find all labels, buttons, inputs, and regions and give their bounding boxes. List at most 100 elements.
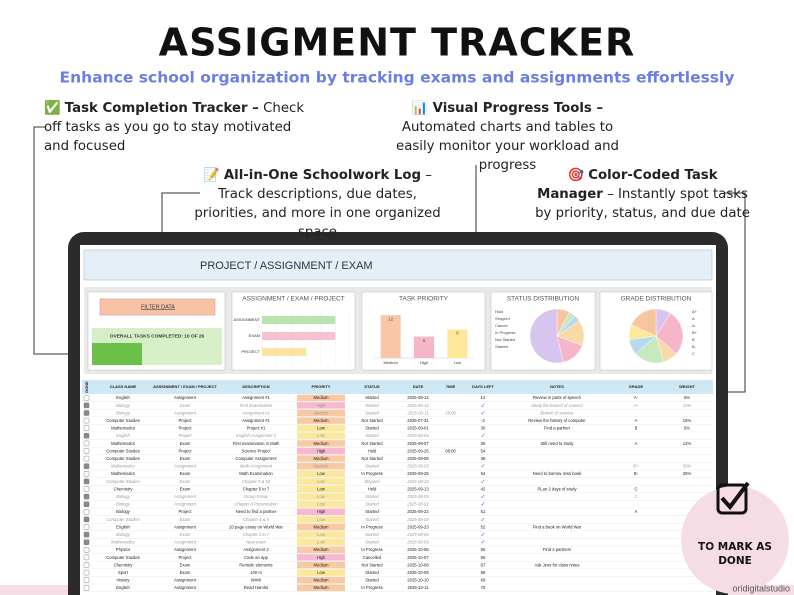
checkbox[interactable] [83,501,90,507]
cell: Not Started [361,456,383,461]
cell: Started [365,540,379,545]
feature-icon: 🎯 [567,168,584,183]
checkbox[interactable] [83,455,90,462]
column-header: DAYS LEFT [472,384,494,389]
cell: In Progress [361,585,382,590]
cell: C [634,486,637,491]
cell: English [116,585,130,590]
checkbox[interactable] [83,531,90,538]
cell: Exam [180,471,191,476]
cell: Biology [116,532,131,537]
cell: Periodic elements [239,562,272,567]
feature-text: – Track descriptions, due dates, priorit… [194,168,441,240]
cell: 2025-09-22 [407,509,429,514]
cell: Started [365,570,379,575]
checkbox[interactable] [83,433,90,439]
legend-label: B- [692,344,697,349]
cell: 2025-09-25 [407,448,429,453]
checkbox[interactable] [83,486,90,492]
checkbox[interactable] [83,425,90,431]
cell: Started [365,509,379,514]
cell: 65 [481,547,486,552]
checkbox[interactable] [83,562,90,568]
cell: 09:00 [445,410,456,415]
priority-cell [297,493,345,500]
column-header: TIME [446,384,456,389]
checkbox[interactable] [83,395,90,401]
category-label: Medium [384,360,399,365]
checkbox[interactable] [83,539,90,545]
checkbox[interactable] [83,509,90,515]
checkbox[interactable] [83,471,90,477]
cell: Mathematics [111,441,135,446]
filter-button[interactable] [99,298,216,316]
cell: Project #1 [247,426,267,431]
checkbox[interactable] [83,577,90,583]
cell: 30 [481,426,486,431]
cell: Sport [118,570,129,575]
checkbox[interactable] [83,448,90,454]
cell: English [116,433,130,438]
cell: Assignment [173,494,197,499]
checkbox[interactable] [83,569,90,576]
cell: A [635,509,638,514]
bar [447,329,468,358]
cell: Medium [314,562,329,567]
checkbox[interactable] [83,585,90,591]
cell: B+ [633,464,639,469]
cell: Started [365,433,379,438]
cell: In Progress [361,471,382,476]
cell: Exam [180,532,191,537]
checkbox[interactable] [83,478,90,485]
cell: ✓ [480,434,485,440]
cell: Hold [368,486,377,491]
feature-text: Automated charts and tables to easily mo… [396,120,619,173]
checkbox[interactable] [83,402,90,409]
cell: Medium [314,464,329,469]
priority-cell [297,584,345,591]
column-header: WEIGHT [679,384,696,389]
cell: Need to find a partner [236,509,277,514]
checkbox[interactable] [83,463,90,469]
checkbox[interactable] [83,440,90,447]
legend-label: A [692,316,695,321]
cell: Medium [314,395,329,400]
checkbox[interactable] [83,547,90,553]
cell: Shipped [364,479,380,484]
cell: 2025-07-31 [407,418,429,423]
checkbox[interactable] [83,554,90,561]
feature-title: Visual Progress Tools – [432,101,604,116]
cell: Computer Studies [106,448,140,453]
cell: Started [365,426,379,431]
cell: 2025-09-07 [407,441,429,446]
cell: Hold [368,448,377,453]
cell: Ask Jess for class notes [535,562,580,567]
priority-cell [297,523,345,531]
cell: Read Hamlet [244,585,269,590]
cell: In Progress [361,524,382,529]
cell: Low [317,471,326,476]
cell: Assignment [174,585,197,590]
value-label: 8 [456,331,459,336]
checkbox[interactable] [83,493,90,500]
chart-card [231,291,356,371]
cell: ✓ [480,464,485,470]
cell: Exam [180,479,191,484]
filter-label[interactable]: FILTER DATA [141,304,175,310]
cell: Assignment 2 [243,547,269,552]
cell: Code an app [244,555,269,560]
pie-slice [631,308,657,337]
checkbox[interactable] [83,524,90,530]
column-header: DATE [413,384,424,389]
checkbox[interactable] [83,417,90,424]
legend-label: Shipped [495,316,510,321]
checkbox[interactable] [83,410,90,416]
checkbox[interactable] [83,516,90,523]
chart-title: GRADE DISTRIBUTION [621,296,692,303]
cell: Assignment [174,547,197,552]
cell: Low [317,532,326,537]
legend-label: A- [692,323,697,328]
cell: 2025-08-06 [406,532,429,537]
cell: A [635,418,638,423]
